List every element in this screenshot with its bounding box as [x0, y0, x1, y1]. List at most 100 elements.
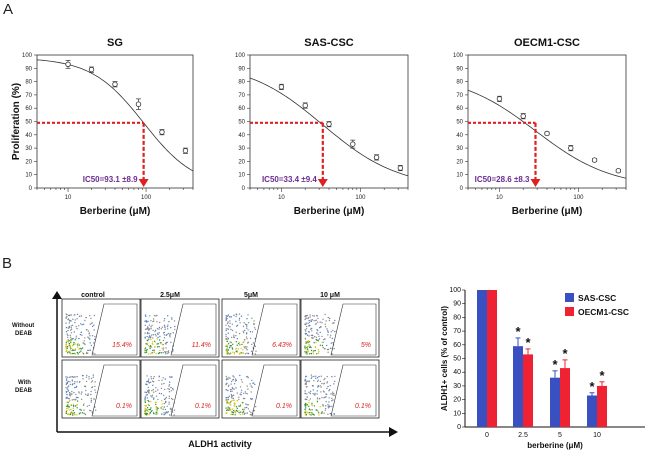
flow-event — [320, 412, 323, 414]
significance-star: * — [525, 335, 531, 350]
flow-event — [163, 320, 165, 322]
flow-event — [86, 394, 88, 396]
bar-y-axis-label: ALDH1+ cells (% of control) — [440, 306, 449, 411]
flow-event — [67, 327, 70, 329]
flow-event — [227, 325, 230, 327]
flow-event — [157, 389, 159, 391]
flow-event — [317, 317, 319, 320]
flow-event — [70, 341, 72, 343]
flow-event — [243, 345, 245, 348]
flow-event — [322, 346, 324, 349]
flow-event — [95, 409, 97, 411]
flow-event — [318, 375, 320, 378]
flow-event — [242, 349, 244, 351]
flow-event — [67, 385, 70, 387]
flow-event — [251, 343, 253, 346]
flow-event — [172, 398, 174, 401]
flow-event — [160, 352, 163, 354]
panel-label-b: B — [2, 255, 12, 272]
flow-event — [323, 412, 325, 414]
flow-event — [227, 402, 229, 404]
flow-event — [163, 394, 165, 396]
data-point — [520, 113, 526, 119]
flow-event — [69, 314, 71, 316]
flow-event — [225, 328, 227, 330]
y-tick-label: 70 — [25, 93, 32, 99]
flow-event — [83, 412, 85, 414]
flow-event — [74, 343, 76, 345]
flow-event — [73, 398, 75, 401]
flow-event — [152, 384, 154, 386]
flow-event — [151, 390, 153, 392]
chart-title: SG — [107, 37, 123, 49]
flow-event — [304, 411, 306, 413]
flow-event — [88, 332, 91, 334]
ic50-label: IC50=93.1 ±8.9 — [83, 175, 138, 184]
flow-event — [69, 340, 71, 342]
flow-event — [232, 399, 234, 402]
flow-event — [144, 408, 146, 411]
flow-panel: 15.4% — [61, 298, 141, 358]
flow-event — [153, 349, 155, 351]
flow-event — [146, 409, 148, 411]
flow-event — [72, 383, 74, 385]
significance-star: * — [562, 346, 568, 361]
flow-event — [311, 330, 313, 332]
flow-panel-frame — [221, 298, 301, 358]
flow-event — [327, 385, 329, 388]
flow-event — [325, 405, 327, 407]
legend-label: OECM1-CSC — [578, 307, 629, 317]
flow-event — [314, 349, 316, 352]
flow-event — [317, 410, 319, 413]
flow-event — [309, 328, 312, 330]
flow-event — [323, 391, 325, 393]
flow-event — [70, 328, 73, 330]
flow-event — [169, 376, 171, 378]
flow-event — [170, 410, 173, 412]
flow-event — [328, 319, 331, 322]
flow-event — [236, 407, 238, 410]
flow-event — [232, 351, 234, 353]
flow-event — [235, 350, 237, 352]
flow-event — [88, 404, 90, 407]
flow-event — [164, 388, 166, 391]
flow-event — [235, 325, 238, 327]
flow-event — [332, 391, 334, 393]
flow-event — [160, 328, 162, 330]
significance-star: * — [552, 357, 558, 372]
flow-event — [163, 382, 165, 385]
flow-event — [329, 347, 332, 349]
flow-event — [159, 335, 161, 338]
flow-percentage: 0.1% — [195, 403, 211, 410]
flow-event — [66, 333, 68, 335]
flow-event — [160, 400, 163, 402]
flow-event — [91, 335, 94, 337]
flow-event — [250, 391, 252, 393]
flow-event — [168, 395, 170, 397]
flow-event — [69, 336, 72, 338]
flow-event — [161, 405, 163, 408]
flow-event — [318, 412, 320, 414]
flow-event — [314, 392, 316, 395]
flow-event — [333, 413, 335, 415]
flow-event — [69, 381, 71, 383]
flow-event — [157, 333, 159, 336]
flow-event — [254, 383, 256, 386]
flow-event — [253, 327, 256, 329]
flow-event — [81, 391, 83, 393]
flow-event — [246, 352, 248, 354]
flow-event — [163, 412, 165, 414]
flow-event — [83, 340, 85, 342]
flow-event — [70, 320, 72, 322]
flow-event — [146, 335, 148, 338]
flow-event — [149, 347, 151, 350]
flow-event — [230, 380, 233, 383]
flow-event — [309, 345, 311, 347]
bar-y-tick-label: 10 — [453, 410, 461, 417]
flow-event — [330, 334, 332, 336]
flow-event — [144, 352, 146, 354]
flow-event — [166, 341, 168, 343]
flow-event — [152, 320, 154, 323]
flow-event — [306, 380, 309, 382]
flow-event — [173, 409, 176, 411]
